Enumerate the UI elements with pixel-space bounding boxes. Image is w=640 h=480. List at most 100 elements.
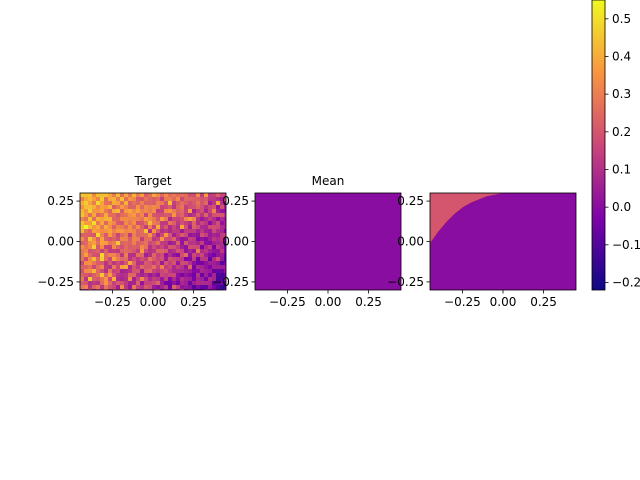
heatmap-cell [164,225,169,230]
heatmap-cell [196,241,201,246]
heatmap-cell [104,285,109,290]
heatmap-cell [176,261,181,266]
heatmap-cell [184,193,189,198]
heatmap-cell [120,229,125,234]
heatmap-cell [216,261,221,266]
heatmap-cell [148,257,153,262]
heatmap-cell [204,221,209,226]
heatmap-cell [160,217,165,222]
heatmap-cell [132,193,137,198]
heatmap-cell [208,245,213,250]
heatmap-cell [108,205,113,210]
heatmap-cell [172,269,177,274]
heatmap-cell [220,237,225,242]
y-tick-label: 0.00 [222,235,249,249]
heatmap-cell [196,197,201,202]
heatmap-cell [152,269,157,274]
panel-title: Mean [312,174,345,188]
heatmap-cell [160,257,165,262]
heatmap-cell [124,225,129,230]
heatmap-cell [216,257,221,262]
heatmap-cell [212,269,217,274]
heatmap-cell [148,197,153,202]
heatmap-cell [168,233,173,238]
heatmap-cell [192,201,197,206]
heatmap-cell [156,217,161,222]
heatmap-cell [80,245,85,250]
heatmap-cell [212,237,217,242]
heatmap-cell [112,277,117,282]
heatmap-cell [184,197,189,202]
heatmap-cell [120,241,125,246]
heatmap-cell [212,193,217,198]
heatmap-cell [208,281,213,286]
heatmap-cell [100,261,105,266]
heatmap-cell [164,193,169,198]
heatmap-cell [96,249,101,254]
heatmap-cell [116,221,121,226]
heatmap-cell [120,193,125,198]
heatmap-cell [204,201,209,206]
heatmap-cell [136,197,141,202]
heatmap-cell [80,281,85,286]
heatmap-cell [156,285,161,290]
heatmap-cell [136,205,141,210]
heatmap-cell [144,217,149,222]
heatmap-cell [120,253,125,258]
heatmap-cell [184,201,189,206]
heatmap-cell [156,265,161,270]
heatmap-cell [216,277,221,282]
heatmap-cell [80,225,85,230]
y-tick-label: 0.00 [397,235,424,249]
heatmap-cell [192,209,197,214]
heatmap-cell [112,221,117,226]
heatmap-cell [216,265,221,270]
heatmap-cell [124,213,129,218]
heatmap-cell [132,245,137,250]
heatmap-cell [156,253,161,258]
heatmap-cell [104,233,109,238]
heatmap-cell [216,225,221,230]
heatmap-cell [224,257,226,262]
heatmap-cell [224,245,226,250]
heatmap-cell [192,249,197,254]
heatmap-cell [164,249,169,254]
heatmap-cell [148,289,153,290]
heatmap-cell [168,197,173,202]
heatmap-cell [120,237,125,242]
heatmap-cell [100,269,105,274]
heatmap-cell [136,249,141,254]
heatmap-cell [164,245,169,250]
heatmap-cell [152,237,157,242]
heatmap-cell [112,213,117,218]
heatmap-cell [152,193,157,198]
heatmap-cell [128,229,133,234]
heatmap-cell [84,225,89,230]
heatmap-cell [208,193,213,198]
heatmap-cell [176,205,181,210]
heatmap-cell [148,237,153,242]
heatmap-cell [152,289,157,290]
heatmap-cell [220,193,225,198]
axis-ticks: −0.25 0.00 0.25 0.25 0.00 −0.25 −0.25 0.00 0.25 0… [37,194,557,309]
heatmap-cell [116,249,121,254]
heatmap-cell [180,233,185,238]
heatmap-cell [164,209,169,214]
heatmap-cell [128,249,133,254]
heatmap-cell [128,253,133,258]
heatmap-cell [196,253,201,258]
heatmap-cell [120,265,125,270]
heatmap-cell [132,225,137,230]
heatmap-cell [172,265,177,270]
heatmap-cell [180,201,185,206]
heatmap-cell [168,261,173,266]
heatmap-cell [208,201,213,206]
heatmap-cell [212,241,217,246]
heatmap-cell [184,221,189,226]
heatmap-cell [148,201,153,206]
heatmap-cell [124,233,129,238]
heatmap-cell [136,229,141,234]
heatmap-cell [184,253,189,258]
heatmap-cell [92,233,97,238]
heatmap-cell [160,245,165,250]
